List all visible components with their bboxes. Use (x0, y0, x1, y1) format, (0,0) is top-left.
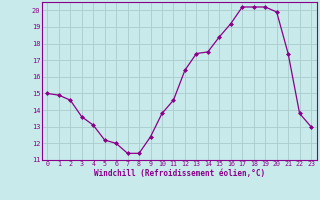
X-axis label: Windchill (Refroidissement éolien,°C): Windchill (Refroidissement éolien,°C) (94, 169, 265, 178)
